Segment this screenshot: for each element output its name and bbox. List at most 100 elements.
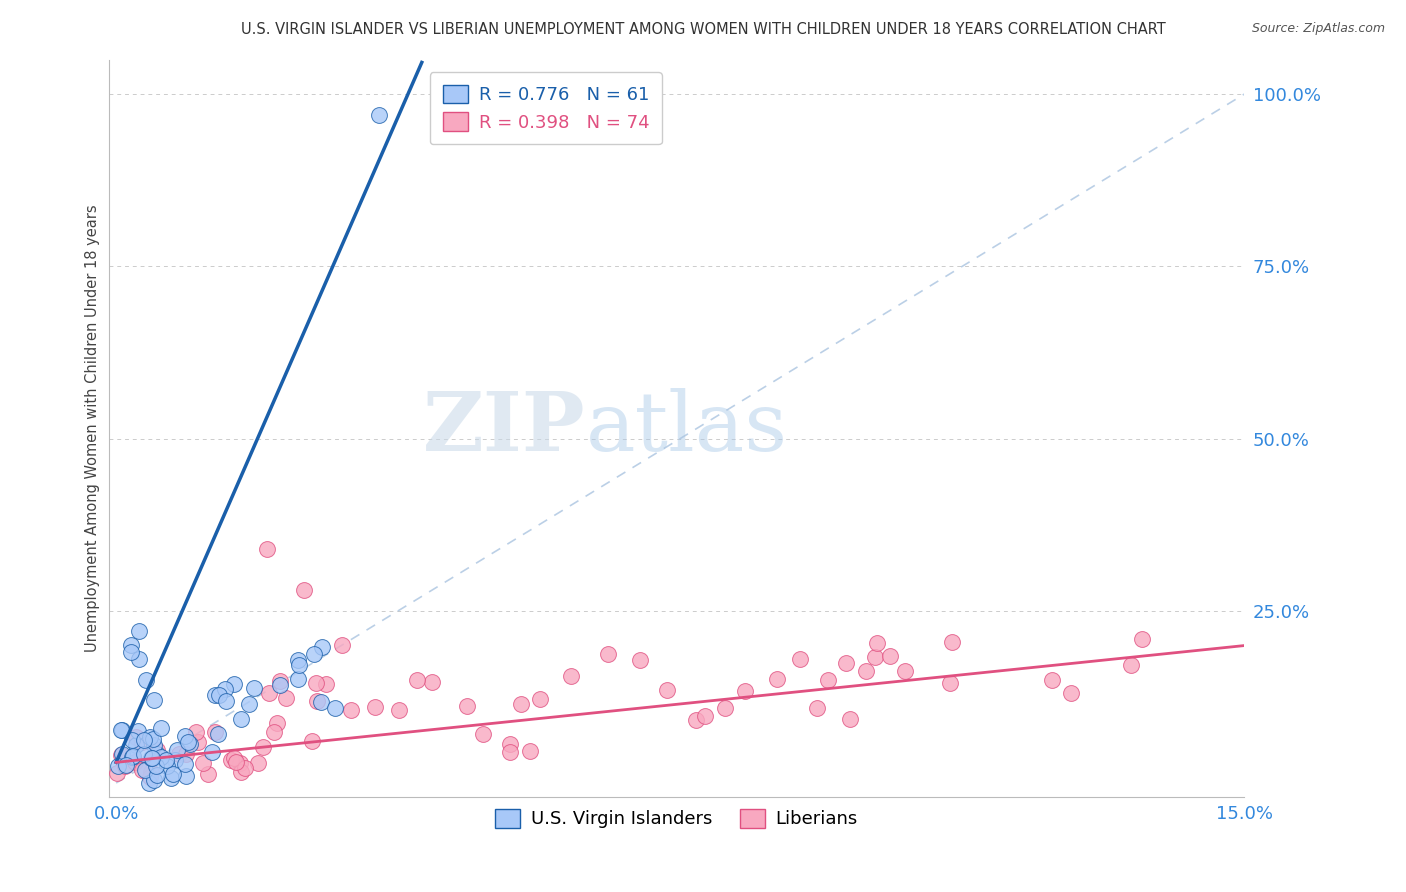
Point — [1130, 632, 1153, 646]
Point — [655, 682, 678, 697]
Point — [1059, 686, 1081, 700]
Point — [169, 747, 191, 762]
Point — [142, 773, 165, 788]
Point — [145, 747, 167, 761]
Point — [142, 732, 165, 747]
Point — [125, 731, 148, 745]
Point — [364, 700, 387, 714]
Point — [201, 745, 224, 759]
Point — [866, 636, 889, 650]
Point — [159, 771, 181, 785]
Point — [229, 765, 252, 780]
Point — [131, 734, 153, 748]
Point — [124, 755, 146, 769]
Point — [222, 751, 245, 765]
Point — [301, 734, 323, 748]
Point — [309, 695, 332, 709]
Text: U.S. VIRGIN ISLANDER VS LIBERIAN UNEMPLOYMENT AMONG WOMEN WITH CHILDREN UNDER 18: U.S. VIRGIN ISLANDER VS LIBERIAN UNEMPLO… — [240, 22, 1166, 37]
Point — [142, 738, 165, 752]
Point — [132, 733, 155, 747]
Point — [304, 647, 326, 661]
Point — [219, 753, 242, 767]
Point — [596, 647, 619, 661]
Point — [115, 758, 138, 772]
Point — [315, 677, 337, 691]
Point — [257, 686, 280, 700]
Point — [186, 725, 208, 739]
Point — [509, 698, 531, 712]
Legend: U.S. Virgin Islanders, Liberians: U.S. Virgin Islanders, Liberians — [488, 802, 865, 836]
Point — [150, 721, 173, 735]
Point — [269, 673, 291, 688]
Point — [139, 770, 162, 784]
Point — [865, 650, 887, 665]
Point — [734, 684, 756, 698]
Point — [176, 735, 198, 749]
Point — [420, 674, 443, 689]
Point — [839, 712, 862, 726]
Point — [307, 694, 329, 708]
Point — [256, 541, 278, 556]
Point — [685, 713, 707, 727]
Point — [134, 747, 156, 762]
Point — [305, 676, 328, 690]
Point — [110, 723, 132, 737]
Point — [243, 681, 266, 696]
Point — [368, 108, 391, 122]
Point — [121, 733, 143, 747]
Point — [120, 638, 142, 652]
Point — [498, 746, 520, 760]
Point — [174, 769, 197, 783]
Point — [134, 763, 156, 777]
Point — [146, 743, 169, 757]
Point — [274, 690, 297, 705]
Point — [789, 652, 811, 666]
Point — [252, 740, 274, 755]
Point — [292, 583, 315, 598]
Point — [155, 753, 177, 767]
Point — [204, 688, 226, 702]
Point — [128, 652, 150, 666]
Point — [269, 677, 291, 691]
Point — [120, 645, 142, 659]
Point — [131, 763, 153, 777]
Point — [173, 729, 195, 743]
Point — [287, 657, 309, 672]
Point — [138, 776, 160, 790]
Point — [197, 767, 219, 781]
Point — [150, 750, 173, 764]
Point — [214, 682, 236, 697]
Point — [806, 701, 828, 715]
Point — [187, 735, 209, 749]
Point — [114, 758, 136, 772]
Point — [229, 712, 252, 726]
Point — [879, 648, 901, 663]
Point — [498, 737, 520, 751]
Point — [228, 756, 250, 771]
Text: atlas: atlas — [586, 388, 787, 468]
Point — [110, 748, 132, 763]
Point — [163, 753, 186, 767]
Point — [388, 703, 411, 717]
Point — [340, 703, 363, 717]
Point — [156, 759, 179, 773]
Point — [472, 726, 495, 740]
Point — [311, 640, 333, 654]
Point — [146, 768, 169, 782]
Point — [817, 673, 839, 687]
Point — [287, 672, 309, 686]
Point — [121, 750, 143, 764]
Point — [215, 694, 238, 708]
Point — [529, 692, 551, 706]
Text: Source: ZipAtlas.com: Source: ZipAtlas.com — [1251, 22, 1385, 36]
Point — [1040, 673, 1063, 688]
Point — [1119, 657, 1142, 672]
Point — [766, 672, 789, 686]
Point — [835, 656, 858, 670]
Point — [941, 635, 963, 649]
Point — [714, 700, 737, 714]
Point — [125, 739, 148, 753]
Point — [191, 756, 214, 770]
Point — [139, 730, 162, 744]
Point — [263, 725, 285, 739]
